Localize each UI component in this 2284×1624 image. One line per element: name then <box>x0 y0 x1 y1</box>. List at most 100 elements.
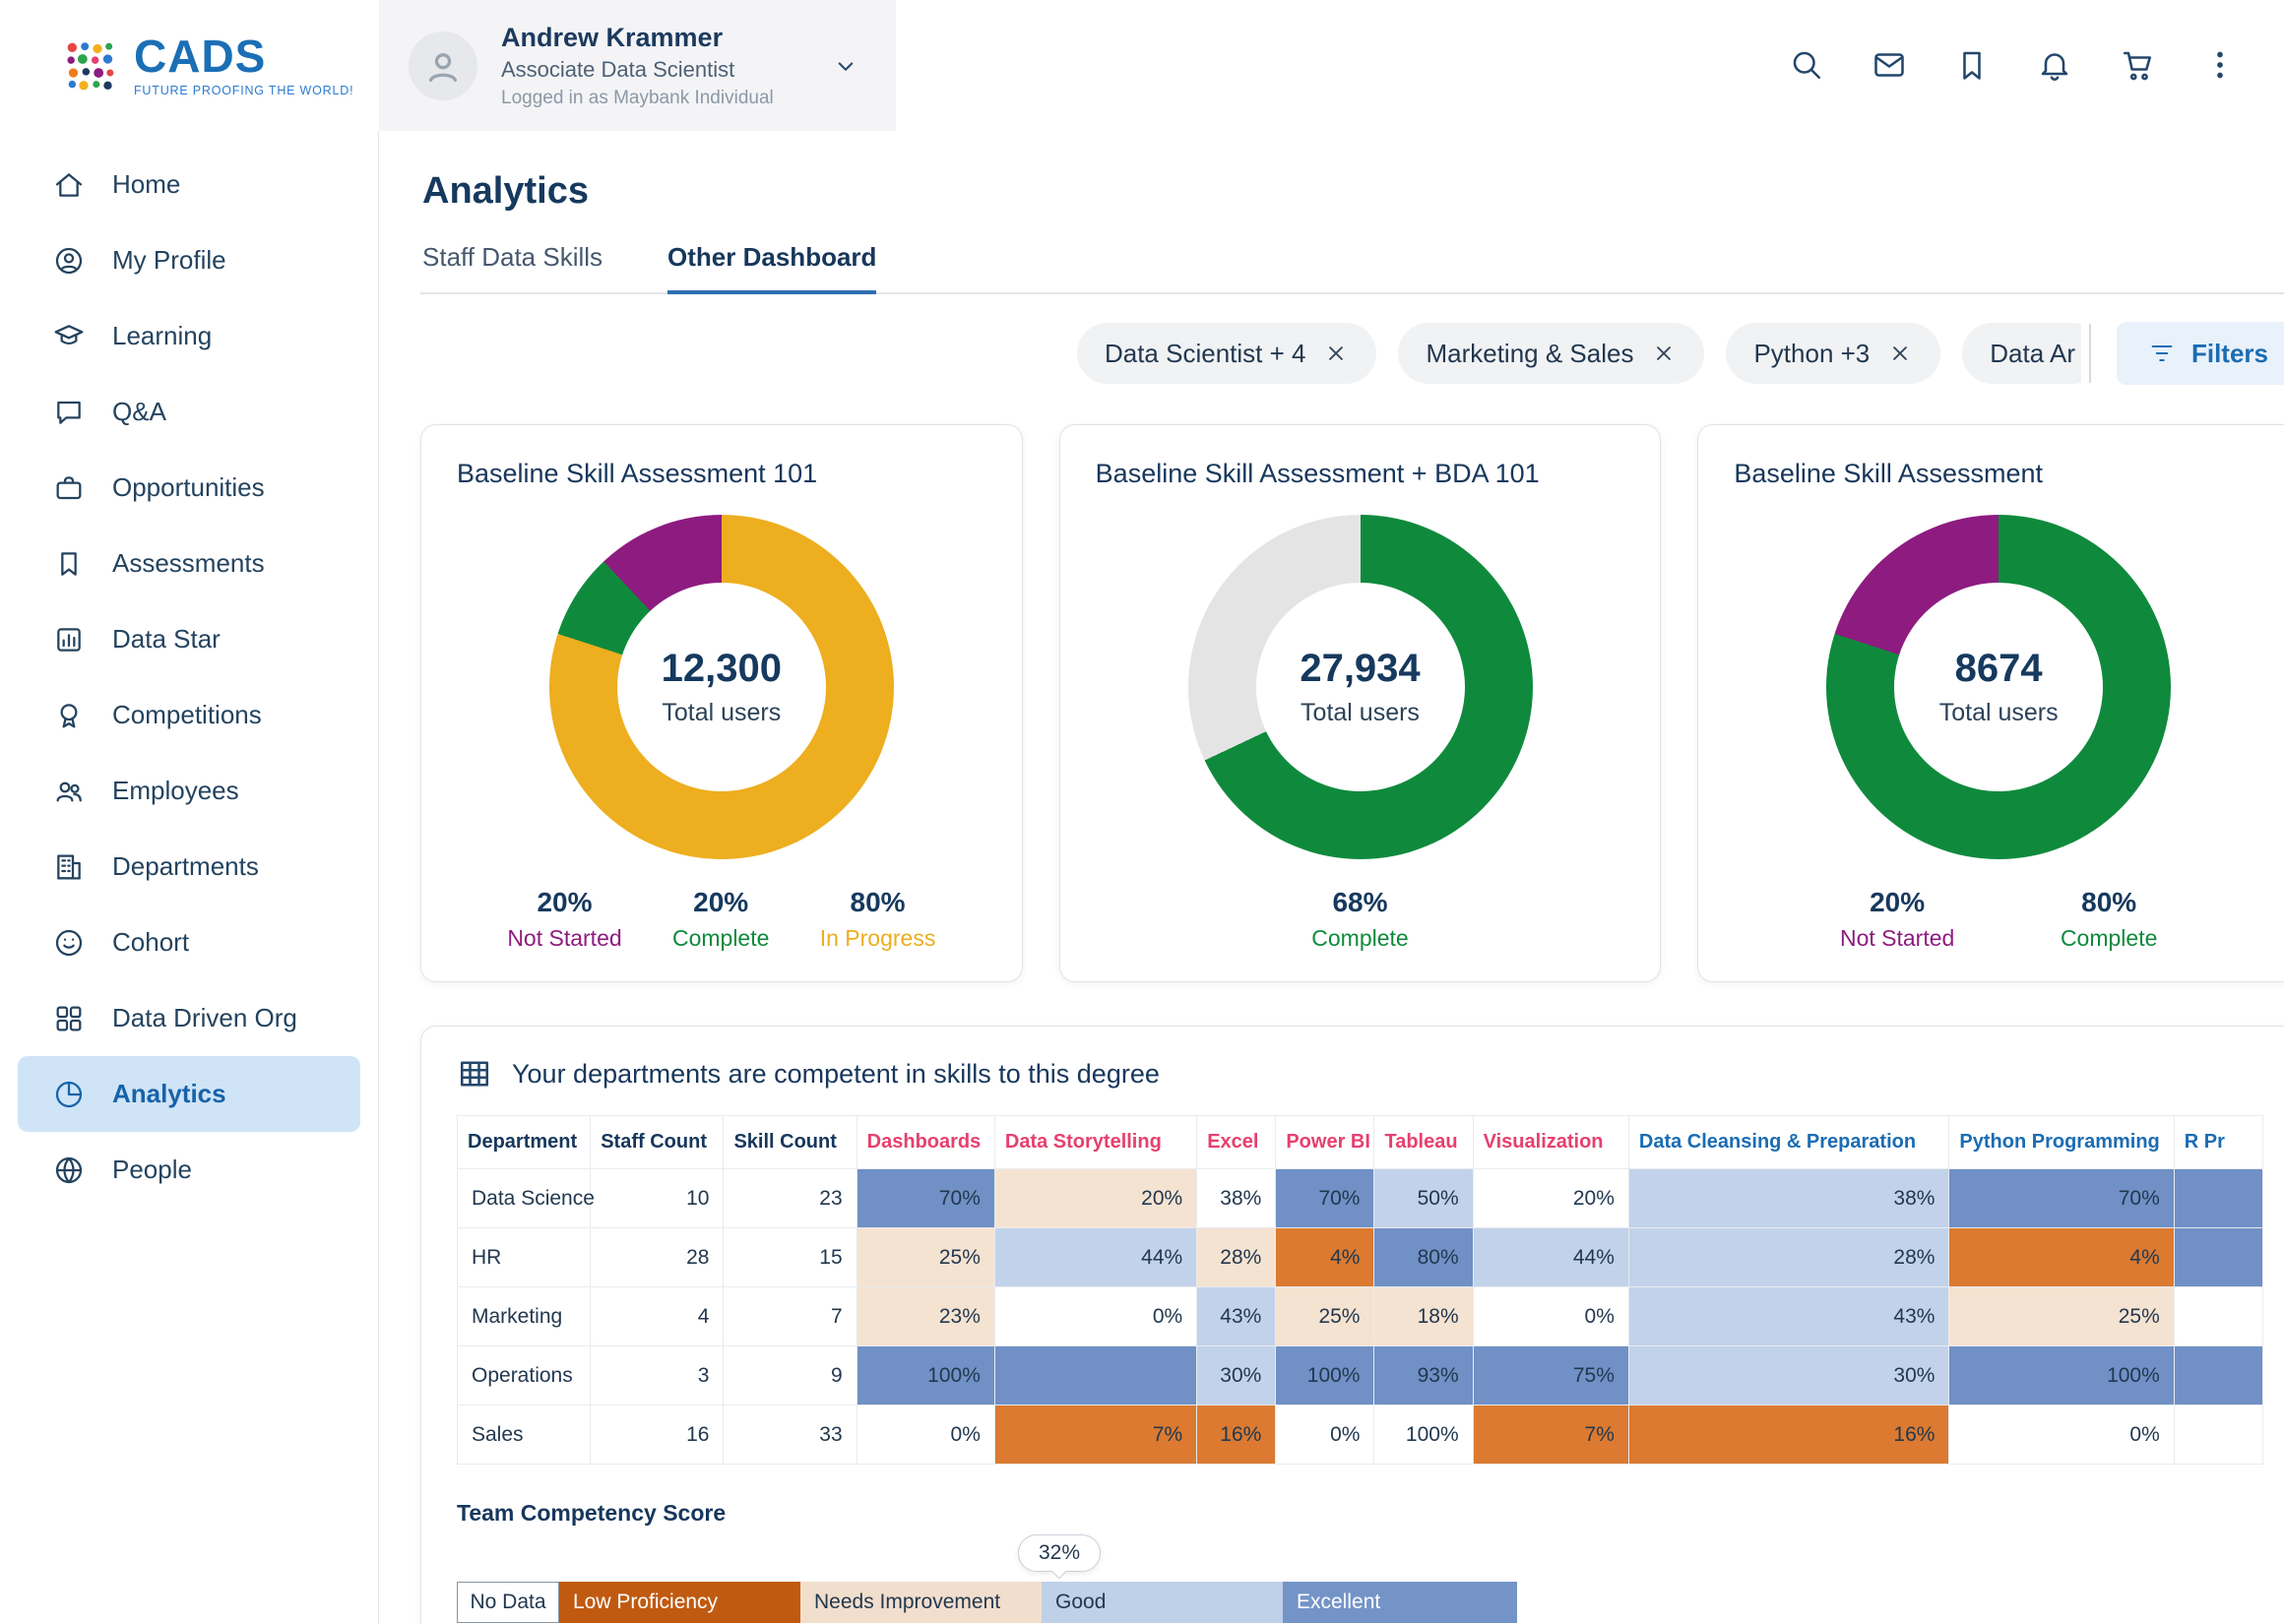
user-menu[interactable]: Andrew Krammer Associate Data Scientist … <box>379 0 896 131</box>
skill-score-cell: 100% <box>1374 1405 1473 1465</box>
sidebar-item-data-star[interactable]: Data Star <box>0 601 378 677</box>
stat-complete: 80%Complete <box>2061 887 2157 952</box>
app-root: CADS FUTURE PROOFING THE WORLD! Andrew K… <box>0 0 2284 1624</box>
sidebar-item-my-profile[interactable]: My Profile <box>0 222 378 298</box>
skill-score-cell: 100% <box>856 1346 994 1405</box>
stat-complete: 20%Complete <box>672 887 769 952</box>
filter-chip-marketing-sales[interactable]: Marketing & Sales <box>1398 323 1704 384</box>
cart-icon[interactable] <box>2119 47 2156 85</box>
skill-score-cell: 28% <box>1197 1228 1276 1287</box>
close-icon[interactable] <box>1887 341 1913 366</box>
search-icon[interactable] <box>1788 47 1825 85</box>
stat-label: Complete <box>672 925 769 952</box>
sidebar: Home My ProfileLearning Q&A Opportunities As… <box>0 131 379 1624</box>
sidebar-item-home[interactable]: Home <box>0 147 378 222</box>
sidebar-item-cohort[interactable]: Cohort <box>0 905 378 980</box>
column-header-department: Department <box>458 1116 591 1169</box>
stat-not-started: 20%Not Started <box>1840 887 1954 952</box>
sidebar-item-employees[interactable]: Employees <box>0 753 378 829</box>
skills-card-title: Your departments are competent in skills… <box>512 1059 1160 1090</box>
skill-score-cell: 0% <box>994 1287 1196 1346</box>
sidebar-item-label: Competitions <box>112 700 262 730</box>
skill-score-cell <box>2174 1405 2262 1465</box>
skill-score-cell: 50% <box>1374 1169 1473 1228</box>
legend-segment-no-data: No Data <box>457 1582 559 1623</box>
kebab-icon[interactable] <box>2201 47 2239 85</box>
stat-label: In Progress <box>820 925 936 952</box>
sidebar-item-label: Opportunities <box>112 472 265 503</box>
table-row-sales: Sales16330%7%16%0%100%7%16%0% <box>458 1405 2263 1465</box>
filter-chip-data-scientist-4[interactable]: Data Scientist + 4 <box>1077 323 1377 384</box>
sidebar-item-analytics[interactable]: Analytics <box>18 1056 360 1132</box>
skill-score-cell: 0% <box>856 1405 994 1465</box>
sidebar-item-people[interactable]: People <box>0 1132 378 1208</box>
sidebar-item-label: Q&A <box>112 397 166 427</box>
filter-row: Data Scientist + 4 Marketing & Sales Pytho… <box>420 322 2284 385</box>
column-header-python-programming: Python Programming <box>1949 1116 2174 1169</box>
skill-score-cell: 100% <box>1949 1346 2174 1405</box>
total-users-label: Total users <box>1939 699 2059 727</box>
bookmark-icon[interactable] <box>1953 47 1991 85</box>
assessments-icon <box>53 548 85 580</box>
tab-staff-data-skills[interactable]: Staff Data Skills <box>422 242 603 294</box>
table-row-marketing: Marketing4723%0%43%25%18%0%43%25% <box>458 1287 2263 1346</box>
competitions-icon <box>53 700 85 731</box>
skill-score-cell: 93% <box>1374 1346 1473 1405</box>
sidebar-item-assessments[interactable]: Assessments <box>0 526 378 601</box>
card-title: Baseline Skill Assessment <box>1734 459 2263 489</box>
sidebar-item-data-driven-org[interactable]: Data Driven Org <box>0 980 378 1056</box>
close-icon[interactable] <box>1651 341 1677 366</box>
column-header-skill-count: Skill Count <box>724 1116 856 1169</box>
skill-score-cell: 4% <box>1949 1228 2174 1287</box>
department-cell: Operations <box>458 1346 591 1405</box>
filter-chip-python-3[interactable]: Python +3 <box>1726 323 1940 384</box>
department-cell: Data Science <box>458 1169 591 1228</box>
filters-button[interactable]: Filters <box>2117 322 2284 385</box>
column-header-data-cleansing-preparation: Data Cleansing & Preparation <box>1628 1116 1949 1169</box>
skill-score-cell: 44% <box>994 1228 1196 1287</box>
user-role: Associate Data Scientist <box>501 57 774 83</box>
filter-chips: Data Scientist + 4 Marketing & Sales Pytho… <box>1077 323 2081 384</box>
skill-score-cell: 70% <box>1949 1169 2174 1228</box>
table-row-data-science: Data Science102370%20%38%70%50%20%38%70% <box>458 1169 2263 1228</box>
staff-count-cell: 16 <box>591 1405 724 1465</box>
data-star-icon <box>53 624 85 656</box>
topbar: CADS FUTURE PROOFING THE WORLD! Andrew K… <box>0 0 2284 131</box>
stat-value: 68% <box>1311 887 1408 918</box>
skill-score-cell: 16% <box>1628 1405 1949 1465</box>
skill-score-cell: 20% <box>994 1169 1196 1228</box>
sidebar-item-departments[interactable]: Departments <box>0 829 378 905</box>
skill-score-cell: 16% <box>1197 1405 1276 1465</box>
skill-score-cell: 80% <box>1374 1228 1473 1287</box>
sidebar-item-opportunities[interactable]: Opportunities <box>0 450 378 526</box>
donut-chart: 27,934Total users <box>1188 515 1533 859</box>
stat-label: Not Started <box>1840 925 1954 952</box>
donut-stats: 20%Not Started 80%Complete <box>1734 887 2263 952</box>
filter-chip-data-ar[interactable]: Data Ar <box>1962 323 2081 384</box>
filters-button-label: Filters <box>2191 339 2268 369</box>
bell-icon[interactable] <box>2036 47 2073 85</box>
filter-chip-label: Data Ar <box>1990 339 2075 369</box>
column-header-dashboards: Dashboards <box>856 1116 994 1169</box>
sidebar-item-label: Home <box>112 169 180 200</box>
skill-score-cell: 70% <box>1276 1169 1374 1228</box>
stat-complete: 68%Complete <box>1311 887 1408 952</box>
close-icon[interactable] <box>1323 341 1349 366</box>
sidebar-item-learning[interactable]: Learning <box>0 298 378 374</box>
brand-logo[interactable]: CADS FUTURE PROOFING THE WORLD! <box>0 33 379 97</box>
sidebar-item-competitions[interactable]: Competitions <box>0 677 378 753</box>
total-users-label: Total users <box>662 699 781 727</box>
data-driven-org-icon <box>53 1003 85 1034</box>
legend-segment-needs-improvement: Needs Improvement <box>800 1582 1042 1623</box>
chevron-down-icon[interactable] <box>831 51 860 81</box>
filter-chip-label: Python +3 <box>1753 339 1870 369</box>
competency-legend-bar: No DataLow ProficiencyNeeds ImprovementG… <box>457 1582 1520 1623</box>
page-title: Analytics <box>422 170 2284 213</box>
tab-other-dashboard[interactable]: Other Dashboard <box>667 242 876 294</box>
skill-score-cell: 0% <box>1473 1287 1628 1346</box>
mail-icon[interactable] <box>1871 47 1908 85</box>
competency-title: Team Competency Score <box>457 1500 2263 1527</box>
skill-score-cell: 100% <box>1276 1346 1374 1405</box>
sidebar-item-q-a[interactable]: Q&A <box>0 374 378 450</box>
brand-logo-mark <box>63 38 118 94</box>
